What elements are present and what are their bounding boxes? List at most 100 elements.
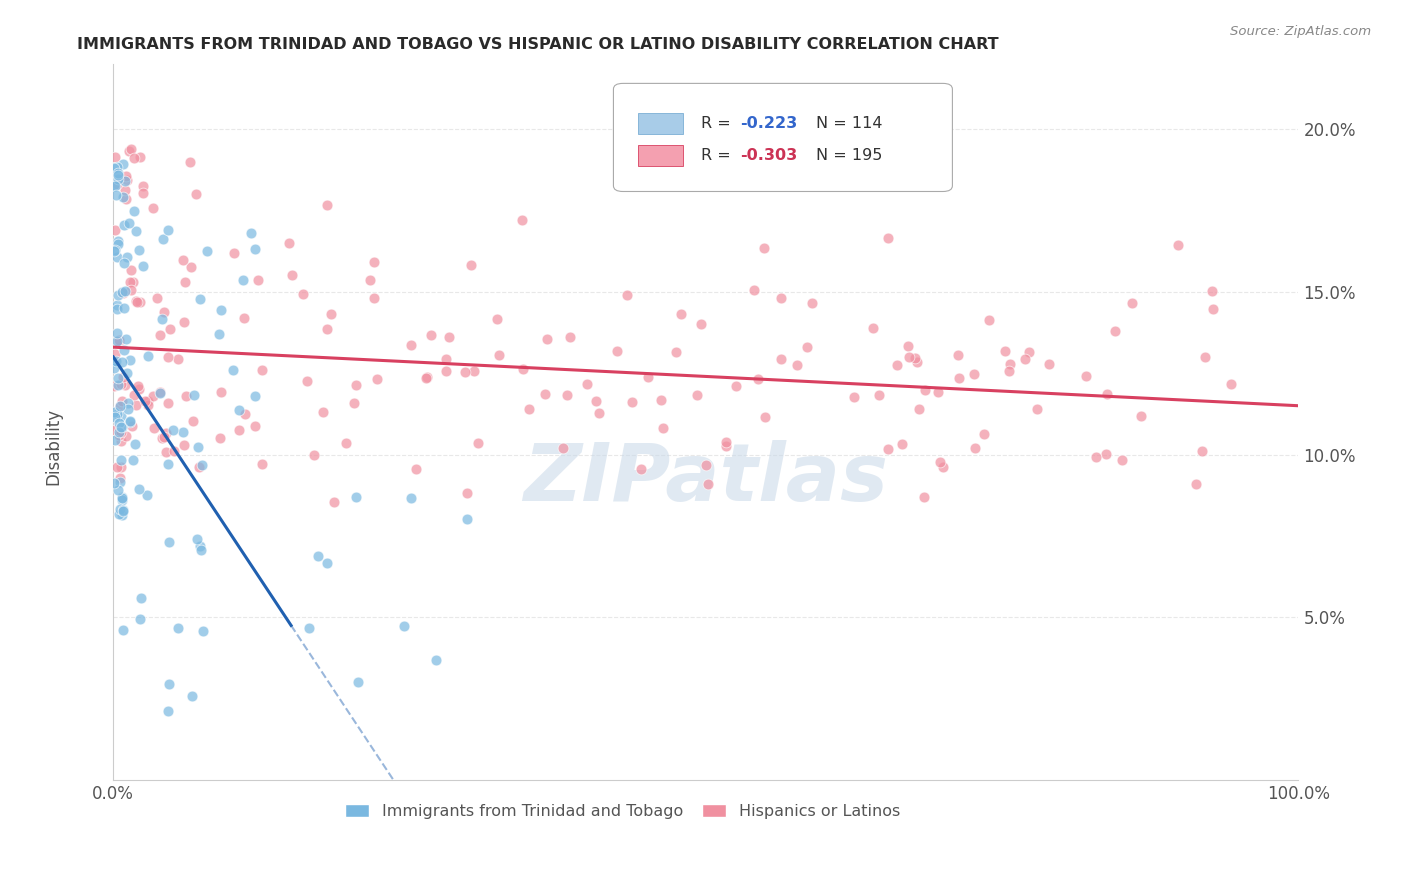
Point: [454, 365, 477, 379]
Point: [344, 378, 367, 392]
Point: [620, 395, 643, 409]
Point: [136, 350, 159, 364]
Point: [104, 244, 127, 258]
Point: [103, 244, 125, 258]
Point: [425, 653, 447, 667]
Point: [124, 437, 146, 451]
Legend: Immigrants from Trinidad and Tobago, Hispanics or Latinos: Immigrants from Trinidad and Tobago, His…: [339, 797, 907, 826]
Point: [131, 179, 153, 194]
Point: [111, 623, 134, 637]
Point: [292, 287, 315, 301]
Point: [174, 389, 197, 403]
Point: [120, 414, 142, 428]
Text: R =: R =: [702, 148, 735, 163]
Point: [118, 275, 141, 289]
Point: [117, 395, 139, 409]
Point: [1014, 352, 1036, 367]
Point: [181, 414, 204, 428]
Point: [186, 533, 208, 547]
Point: [366, 372, 388, 386]
Point: [111, 190, 134, 204]
Point: [280, 268, 302, 282]
Point: [105, 298, 128, 312]
Point: [111, 491, 134, 506]
Point: [104, 410, 127, 425]
Point: [150, 431, 173, 445]
Point: [156, 704, 179, 718]
Point: [173, 438, 195, 452]
Point: [896, 339, 918, 353]
Point: [188, 460, 211, 475]
Point: [103, 355, 125, 369]
Point: [1219, 377, 1241, 392]
Point: [155, 445, 177, 459]
Point: [786, 358, 808, 372]
Point: [416, 370, 439, 384]
Point: [890, 437, 912, 451]
Point: [122, 151, 145, 165]
Point: [105, 334, 128, 348]
Point: [1185, 477, 1208, 491]
Point: [180, 260, 202, 274]
Point: [107, 416, 129, 430]
Point: [108, 399, 131, 413]
Text: Disability: Disability: [45, 408, 62, 484]
Point: [302, 448, 325, 462]
Point: [107, 288, 129, 302]
Point: [103, 178, 125, 193]
Point: [112, 219, 135, 233]
Point: [104, 347, 127, 361]
Point: [876, 442, 898, 457]
Point: [180, 689, 202, 703]
Point: [115, 366, 138, 380]
Point: [298, 621, 321, 635]
Point: [359, 273, 381, 287]
Point: [187, 440, 209, 454]
Point: [107, 333, 129, 347]
Point: [115, 250, 138, 264]
Point: [112, 502, 135, 516]
Point: [228, 403, 250, 417]
Point: [114, 174, 136, 188]
Point: [456, 486, 478, 500]
Point: [948, 371, 970, 385]
Point: [105, 408, 128, 422]
Point: [208, 326, 231, 341]
Point: [149, 328, 172, 343]
Point: [127, 378, 149, 392]
Point: [118, 144, 141, 158]
Point: [588, 406, 610, 420]
Point: [998, 357, 1021, 371]
Point: [905, 355, 928, 369]
Point: [155, 425, 177, 440]
FancyBboxPatch shape: [638, 145, 683, 167]
Point: [897, 350, 920, 364]
Point: [125, 224, 148, 238]
Point: [862, 321, 884, 335]
Point: [103, 161, 125, 176]
Point: [245, 389, 267, 403]
Point: [107, 371, 129, 385]
Point: [1095, 446, 1118, 460]
Point: [912, 490, 935, 504]
Point: [401, 491, 423, 506]
Point: [128, 382, 150, 396]
Point: [104, 423, 127, 437]
Point: [143, 421, 166, 435]
Point: [1038, 357, 1060, 371]
Point: [120, 416, 142, 430]
Point: [744, 283, 766, 297]
Point: [1104, 324, 1126, 338]
Point: [111, 419, 134, 434]
Point: [129, 591, 152, 606]
Point: [190, 543, 212, 558]
Point: [363, 255, 385, 269]
Text: IMMIGRANTS FROM TRINIDAD AND TOBAGO VS HISPANIC OR LATINO DISABILITY CORRELATION: IMMIGRANTS FROM TRINIDAD AND TOBAGO VS H…: [77, 37, 998, 53]
FancyBboxPatch shape: [613, 83, 952, 192]
Point: [322, 495, 344, 509]
Text: -0.303: -0.303: [740, 148, 797, 163]
Point: [125, 293, 148, 308]
Point: [103, 361, 125, 376]
Point: [1167, 238, 1189, 252]
Point: [650, 393, 672, 408]
